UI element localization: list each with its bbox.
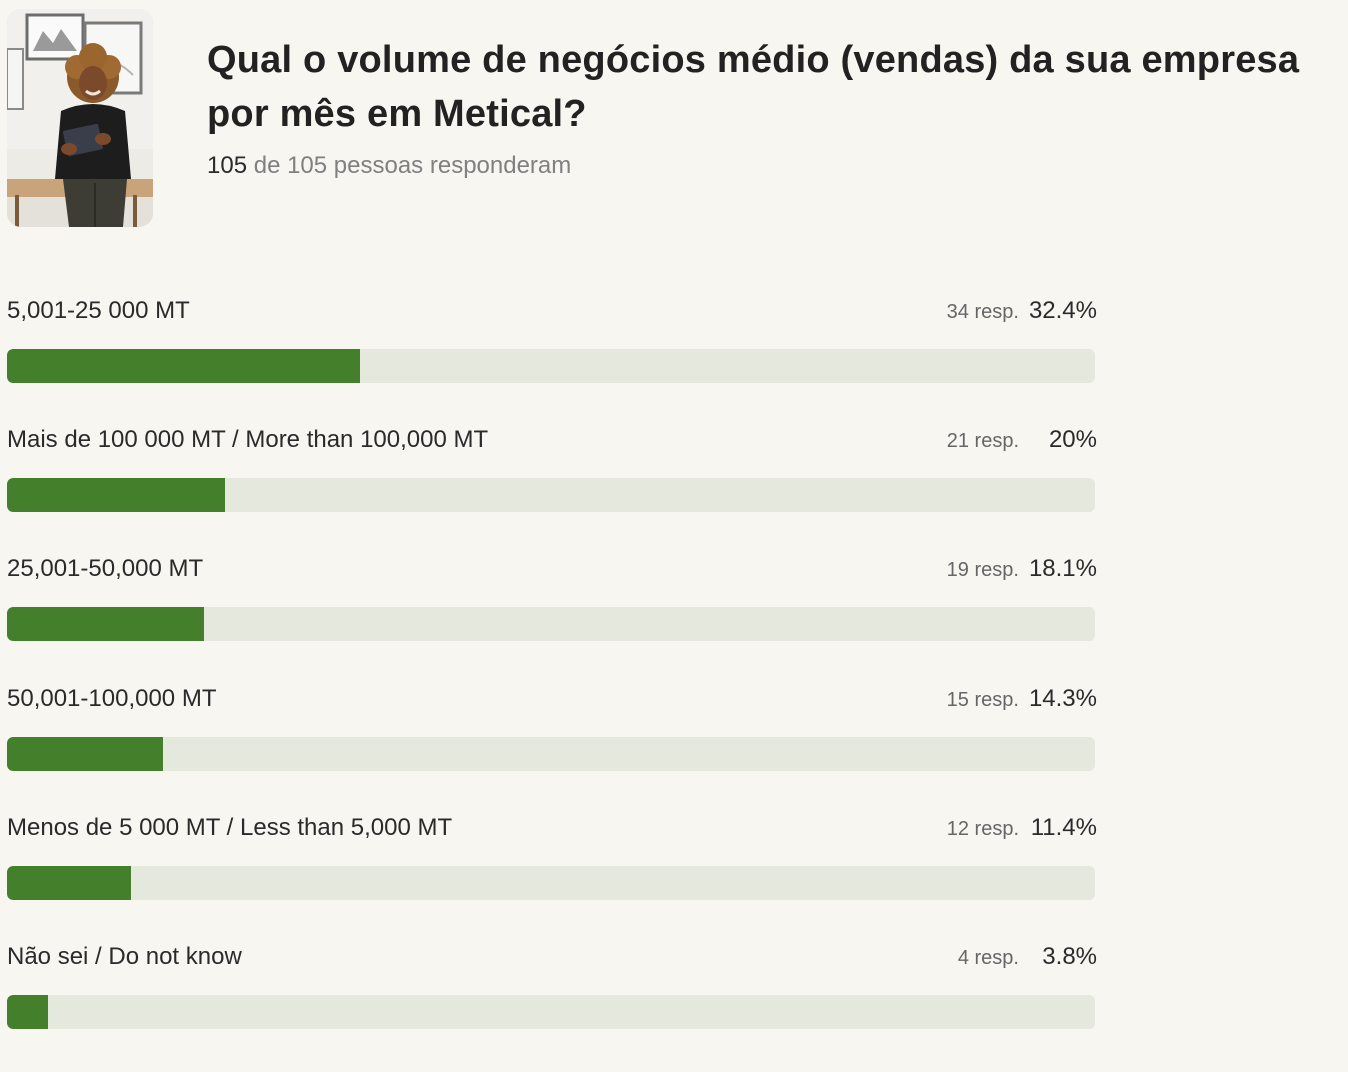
result-count: 4 resp.	[957, 946, 1019, 969]
result-bar-track	[7, 478, 1095, 513]
result-label: 25,001-50,000 MT	[7, 555, 204, 583]
result-percent: 32.4%	[1028, 297, 1097, 324]
result-row: 5,001-25 000 MT 34 resp. 32.4%	[7, 297, 1097, 426]
result-stats: 19 resp. 18.1%	[797, 555, 1097, 583]
result-percent: 18.1%	[1028, 555, 1097, 583]
result-bar	[7, 607, 204, 642]
result-bar-track	[7, 607, 1095, 642]
result-bar	[7, 865, 132, 900]
question-header: Qual o volume de negócios médio (vendas)…	[7, 9, 1342, 229]
result-count: 12 resp.	[946, 817, 1019, 840]
result-label: Menos de 5 000 MT / Less than 5,000 MT	[7, 813, 453, 841]
respondents-summary: 105 de 105 pessoas responderam	[207, 152, 571, 180]
respondents-text: de 105 pessoas responderam	[247, 152, 572, 179]
result-bar-track	[7, 865, 1095, 900]
result-stats: 12 resp. 11.4%	[797, 814, 1097, 842]
result-percent: 20%	[1048, 426, 1097, 454]
result-stats: 34 resp. 32.4%	[797, 297, 1097, 325]
result-count: 15 resp.	[946, 688, 1019, 711]
result-bar	[7, 478, 225, 513]
results-chart: 5,001-25 000 MT 34 resp. 32.4% Mais de 100 …	[7, 297, 1097, 1072]
result-row: 50,001-100,000 MT 15 resp. 14.3%	[7, 685, 1097, 814]
result-percent: 14.3%	[1028, 684, 1097, 712]
result-count: 19 resp.	[946, 559, 1019, 582]
result-percent: 11.4%	[1030, 813, 1097, 841]
result-bar	[7, 349, 360, 383]
result-bar	[7, 994, 49, 1029]
result-label: 50,001-100,000 MT	[7, 684, 217, 712]
result-stats: 21 resp. 20%	[797, 426, 1097, 454]
result-stats: 15 resp. 14.3%	[797, 685, 1097, 713]
respondents-count: 105	[207, 152, 248, 179]
result-label: 5,001-25 000 MT	[7, 297, 190, 324]
result-bar	[7, 736, 163, 771]
result-bar-track	[7, 349, 1095, 383]
question-image	[7, 9, 153, 227]
result-label: Mais de 100 000 MT / More than 100,000 M…	[7, 426, 489, 454]
result-stats: 4 resp. 3.8%	[797, 943, 1097, 971]
question-title: Qual o volume de negócios médio (vendas)…	[207, 39, 1300, 135]
result-row: Não sei / Do not know 4 resp. 3.8%	[7, 943, 1097, 1072]
result-count: 34 resp.	[946, 301, 1019, 323]
result-bar-track	[7, 994, 1095, 1029]
result-count: 21 resp.	[946, 430, 1019, 453]
result-percent: 3.8%	[1042, 942, 1097, 970]
result-row: Mais de 100 000 MT / More than 100,000 M…	[7, 426, 1097, 555]
result-bar-track	[7, 736, 1095, 771]
result-row: 25,001-50,000 MT 19 resp. 18.1%	[7, 555, 1097, 684]
result-row: Menos de 5 000 MT / Less than 5,000 MT 12…	[7, 814, 1097, 943]
result-label: Não sei / Do not know	[7, 942, 242, 970]
